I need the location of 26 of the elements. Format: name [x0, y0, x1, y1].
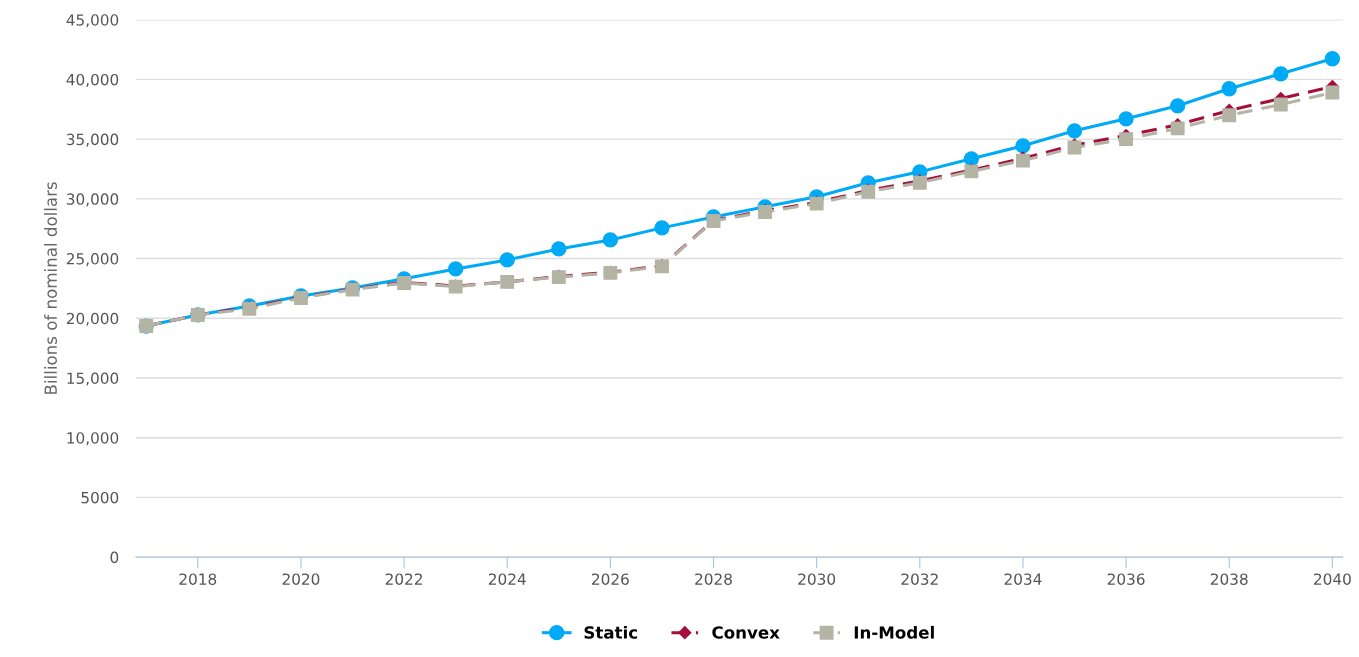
x-tick-label: 2022 — [385, 573, 422, 585]
x-tick-label: 2034 — [1004, 573, 1042, 585]
x-tick-label: 2020 — [282, 573, 320, 585]
y-tick-label: 25,000 — [66, 253, 119, 267]
x-tick-label: 2030 — [798, 573, 836, 585]
y-tick-label: 40,000 — [66, 73, 119, 87]
y-tick-label: 30,000 — [66, 193, 119, 207]
y-tick-label: 35,000 — [66, 133, 119, 147]
y-tick-label: 0 — [110, 551, 119, 564]
legend-label: Convex — [712, 626, 780, 639]
legend-label: Static — [584, 625, 638, 639]
x-tick-label: 2032 — [901, 573, 938, 585]
x-tick-label: 2024 — [488, 573, 526, 585]
y-tick-label: 10,000 — [67, 432, 119, 446]
x-tick-label: 2028 — [695, 573, 732, 585]
x-tick-label: 2038 — [1210, 573, 1248, 585]
x-tick-label: 2026 — [592, 573, 629, 585]
y-tick-label: 15,000 — [67, 372, 119, 386]
x-tick-label: 2018 — [179, 573, 217, 585]
y-tick-label: 5000 — [81, 491, 119, 504]
x-tick-label: 2040 — [1314, 573, 1351, 585]
legend-label: In-Model — [854, 625, 934, 639]
x-tick-label: 2036 — [1107, 573, 1145, 585]
y-axis-title: Billions of nominal dollars — [44, 182, 57, 394]
y-tick-label: 45,000 — [66, 14, 119, 28]
y-tick-label: 20,000 — [66, 312, 119, 326]
